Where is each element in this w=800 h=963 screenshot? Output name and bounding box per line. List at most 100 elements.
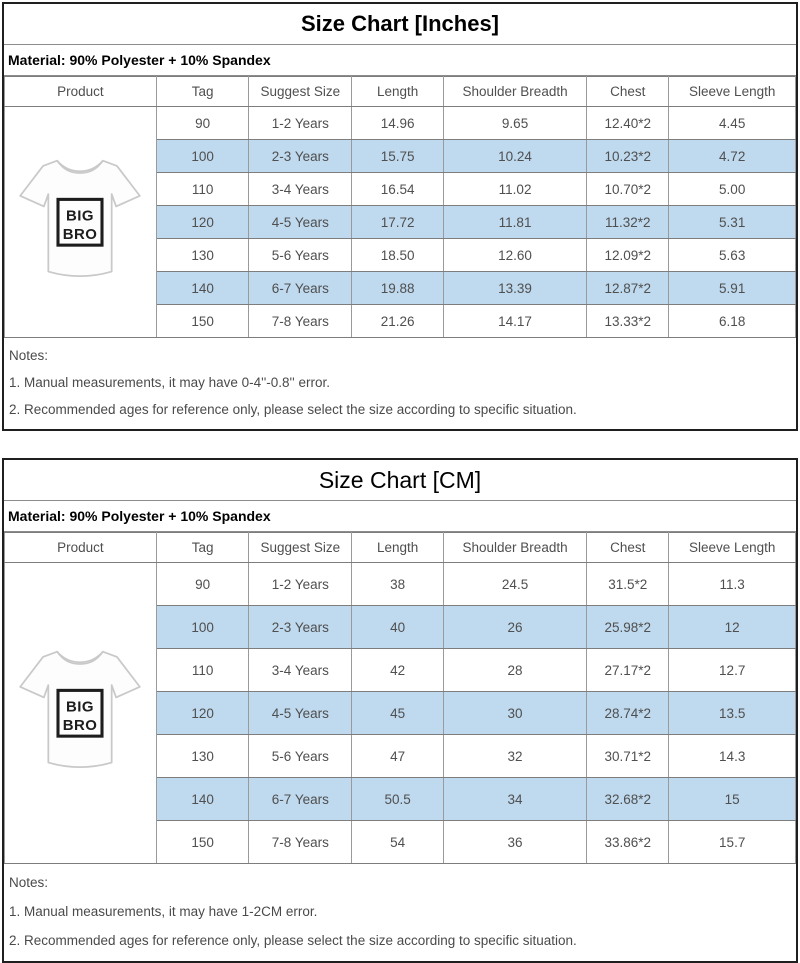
- size-table-inches: Product Tag Suggest Size Length Shoulder Bre…: [4, 76, 796, 338]
- note-line: 1. Manual measurements, it may have 1-2C…: [9, 904, 318, 919]
- tshirt-body: [19, 159, 142, 277]
- cell-tag: 130: [155, 734, 250, 778]
- cell-suggest-size: 6-7 Years: [248, 777, 353, 821]
- size-table-cm: Product Tag Suggest Size Length Shoulder Bre…: [4, 532, 796, 864]
- column-header-sleeve-length: Sleeve Length: [668, 76, 796, 107]
- cell-length: 45: [351, 691, 444, 735]
- header-row: Product Tag Suggest Size Length Shoulder Bre…: [4, 532, 796, 563]
- cell-shoulder-breadth: 26: [442, 605, 588, 649]
- notes: Notes: 1. Manual measurements, it may hav…: [4, 864, 796, 961]
- cell-length: 38: [351, 562, 444, 606]
- cell-chest: 12.09*2: [586, 238, 670, 272]
- tshirt-product-image: BIG BRO: [14, 650, 146, 785]
- product-image-cell: BIG BRO: [4, 106, 157, 338]
- cell-sleeve-length: 11.3: [668, 562, 796, 606]
- cell-tag: 100: [155, 605, 250, 649]
- note-line: Notes:: [9, 875, 49, 890]
- cell-length: 16.54: [351, 172, 444, 206]
- cell-sleeve-length: 12.7: [668, 648, 796, 692]
- cell-tag: 150: [155, 304, 250, 338]
- table-row: 120 4-5 Years 17.72 11.81 11.32*2 5.31: [5, 205, 796, 239]
- cell-sleeve-length: 6.18: [668, 304, 796, 338]
- cell-sleeve-length: 5.91: [668, 271, 796, 305]
- cell-chest: 31.5*2: [586, 562, 670, 606]
- cell-tag: 90: [155, 106, 250, 140]
- cell-chest: 12.40*2: [586, 106, 670, 140]
- cell-sleeve-length: 4.72: [668, 139, 796, 173]
- column-header-product: Product: [4, 76, 157, 107]
- cell-length: 40: [351, 605, 444, 649]
- column-header-chest: Chest: [586, 532, 670, 563]
- print-text-line2: BRO: [63, 226, 98, 243]
- cell-shoulder-breadth: 36: [442, 820, 588, 864]
- table-row: 100 2-3 Years 40 26 25.98*2 12: [5, 605, 796, 649]
- cell-sleeve-length: 4.45: [668, 106, 796, 140]
- print-text-line1: BIG: [66, 699, 94, 716]
- cell-sleeve-length: 13.5: [668, 691, 796, 735]
- tshirt-collar: [56, 651, 105, 665]
- column-header-chest: Chest: [586, 76, 670, 107]
- material-label: Material: 90% Polyester + 10% Spandex: [4, 501, 796, 532]
- cell-chest: 25.98*2: [586, 605, 670, 649]
- cell-shoulder-breadth: 13.39: [442, 271, 588, 305]
- cell-chest: 12.87*2: [586, 271, 670, 305]
- cell-sleeve-length: 15.7: [668, 820, 796, 864]
- table-row: 150 7-8 Years 21.26 14.17 13.33*2 6.18: [5, 304, 796, 338]
- cell-sleeve-length: 5.31: [668, 205, 796, 239]
- notes: Notes: 1. Manual measurements, it may hav…: [4, 338, 796, 429]
- cell-suggest-size: 7-8 Years: [248, 304, 353, 338]
- size-chart-inches-section: Size Chart [Inches] Material: 90% Polyes…: [2, 2, 798, 431]
- tshirt-collar: [56, 160, 105, 174]
- product-image-cell: BIG BRO: [4, 562, 157, 864]
- cell-sleeve-length: 12: [668, 605, 796, 649]
- cell-tag: 120: [155, 205, 250, 239]
- cell-tag: 100: [155, 139, 250, 173]
- cell-sleeve-length: 5.00: [668, 172, 796, 206]
- cell-shoulder-breadth: 11.81: [442, 205, 588, 239]
- cell-chest: 28.74*2: [586, 691, 670, 735]
- table-row: BIG BRO 90 1-2 Years 14.96 9.65 12.40*2 4.45: [4, 106, 796, 338]
- column-header-tag: Tag: [155, 532, 250, 563]
- cell-tag: 140: [155, 777, 250, 821]
- material-label: Material: 90% Polyester + 10% Spandex: [4, 45, 796, 76]
- cell-suggest-size: 1-2 Years: [248, 562, 353, 606]
- cell-shoulder-breadth: 28: [442, 648, 588, 692]
- cell-tag: 110: [155, 172, 250, 206]
- cell-length: 50.5: [351, 777, 444, 821]
- cell-tag: 140: [155, 271, 250, 305]
- cell-suggest-size: 2-3 Years: [248, 605, 353, 649]
- table-row: 130 5-6 Years 18.50 12.60 12.09*2 5.63: [5, 238, 796, 272]
- cell-chest: 27.17*2: [586, 648, 670, 692]
- table-row: 120 4-5 Years 45 30 28.74*2 13.5: [5, 691, 796, 735]
- cell-chest: 32.68*2: [586, 777, 670, 821]
- note-line: Notes:: [9, 348, 49, 363]
- cell-length: 19.88: [351, 271, 444, 305]
- cell-tag: 130: [155, 238, 250, 272]
- cell-length: 47: [351, 734, 444, 778]
- cell-suggest-size: 2-3 Years: [248, 139, 353, 173]
- cell-shoulder-breadth: 9.65: [442, 106, 588, 140]
- cell-suggest-size: 1-2 Years: [248, 106, 353, 140]
- cell-length: 18.50: [351, 238, 444, 272]
- cell-length: 54: [351, 820, 444, 864]
- table-row: 100 2-3 Years 15.75 10.24 10.23*2 4.72: [5, 139, 796, 173]
- chart-title-cm: Size Chart [CM]: [4, 460, 796, 501]
- cell-chest: 11.32*2: [586, 205, 670, 239]
- column-header-product: Product: [4, 532, 157, 563]
- print-text-line1: BIG: [66, 208, 94, 225]
- size-chart-cm-section: Size Chart [CM] Material: 90% Polyester …: [2, 458, 798, 963]
- cell-shoulder-breadth: 14.17: [442, 304, 588, 338]
- chart-title-inches: Size Chart [Inches]: [4, 4, 796, 45]
- note-line: 2. Recommended ages for reference only, …: [9, 933, 577, 948]
- column-header-shoulder-breadth: Shoulder Breadth: [442, 76, 588, 107]
- cell-tag: 120: [155, 691, 250, 735]
- note-line: 2. Recommended ages for reference only, …: [9, 402, 577, 417]
- cell-suggest-size: 7-8 Years: [248, 820, 353, 864]
- tshirt-body: [19, 650, 142, 768]
- cell-suggest-size: 6-7 Years: [248, 271, 353, 305]
- cell-shoulder-breadth: 32: [442, 734, 588, 778]
- cell-shoulder-breadth: 11.02: [442, 172, 588, 206]
- column-header-suggest-size: Suggest Size: [248, 532, 353, 563]
- cell-shoulder-breadth: 12.60: [442, 238, 588, 272]
